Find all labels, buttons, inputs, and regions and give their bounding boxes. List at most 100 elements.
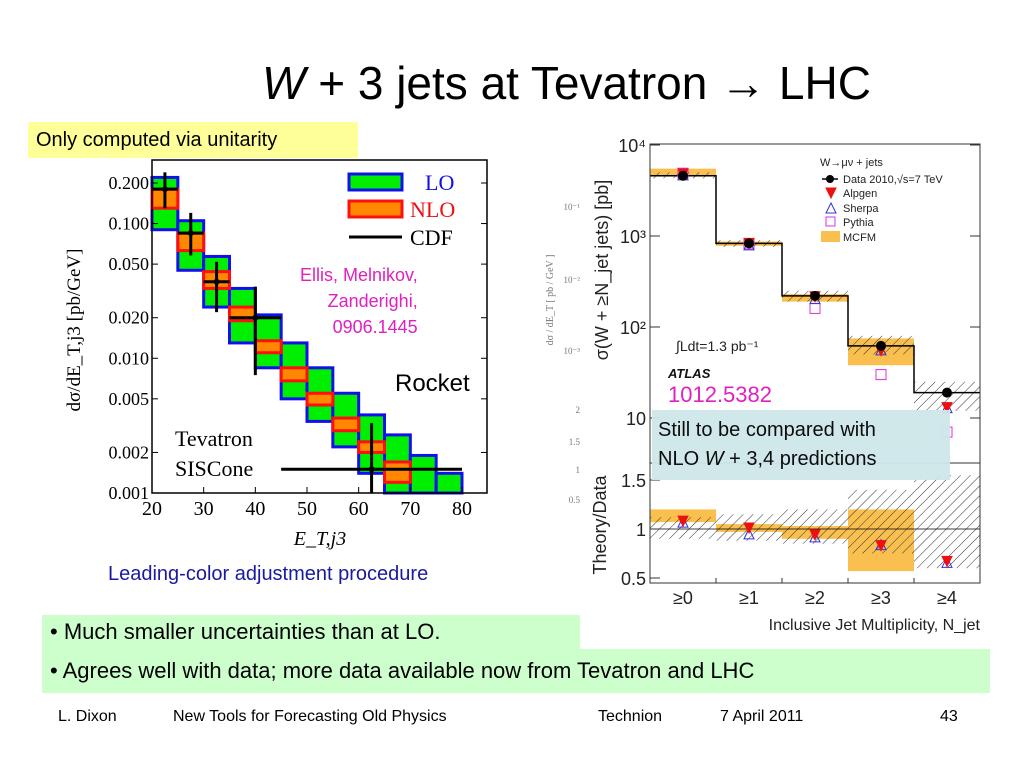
still-rest: + 3,4 predictions	[723, 448, 877, 470]
y-tick-label: 0.010	[109, 348, 150, 368]
cdf-point	[161, 186, 168, 193]
x-tick-label: ≥3	[871, 588, 891, 608]
nlo-band-bar	[253, 339, 283, 355]
unitarity-note: Only computed via unitarity	[28, 122, 358, 158]
legend-nlo-label: NLO	[410, 197, 455, 222]
still-nlo: NLO	[658, 448, 705, 470]
x-tick-label: ≥2	[805, 588, 825, 608]
ratio-tick-label: 1	[636, 520, 646, 540]
siscone-label: SISCone	[175, 456, 253, 481]
x-tick-label: ≥4	[937, 588, 957, 608]
footer-talk: New Tools for Forecasting Old Physics	[173, 708, 447, 725]
lo-band-bar	[434, 471, 464, 495]
legend-pythia-label: Pythia	[843, 217, 874, 229]
right-chart: 10⁻¹ 10⁻² 10⁻³ 2 1.5 1 0.5 dσ / dE_T [ pb / GeV…	[545, 136, 981, 634]
y-tick-label: 0.005	[109, 389, 150, 409]
left-caption: Leading-color adjustment procedure	[108, 563, 429, 585]
x-tick-label: ≥0	[673, 588, 693, 608]
data-point	[942, 387, 952, 398]
nlo-band-bar	[305, 391, 335, 407]
x-tick-label: 40	[245, 498, 265, 520]
ratio-alpgen-marker	[941, 555, 953, 568]
faded-y-label: dσ / dE_T [ pb / GeV ]	[545, 255, 556, 346]
legend-title: W→μν + jets	[820, 157, 883, 169]
x-tick-label: 20	[142, 498, 162, 520]
title-lhc: LHC	[766, 57, 871, 109]
cdf-point	[252, 314, 259, 321]
ratio-alpgen-marker	[743, 522, 755, 535]
data-point	[744, 238, 754, 249]
ratio-data-band	[914, 475, 980, 569]
legend-data-label: Data 2010,√s=7 TeV	[843, 174, 943, 186]
lo-band-bar	[408, 453, 438, 495]
nlo-band-bar	[279, 366, 309, 383]
data-point	[678, 170, 688, 181]
faded-tick-label: 1	[576, 465, 581, 475]
x-axis-label: E_T,j3	[293, 528, 346, 550]
faded-tick-label: 1.5	[569, 437, 581, 447]
ellis-line: Zanderighi,	[327, 291, 418, 311]
y-tick-label: 0.001	[109, 483, 150, 503]
x-tick-label: 60	[349, 498, 369, 520]
cdf-point	[213, 278, 220, 285]
nlo-band-bar	[331, 416, 361, 433]
x-tick-label: 70	[400, 498, 420, 520]
title-w: W	[262, 57, 306, 109]
y-tick-label: 0.050	[109, 254, 150, 274]
ratio-sherpa-marker	[809, 530, 821, 543]
data-point	[810, 290, 820, 301]
x-tick-label: 30	[194, 498, 214, 520]
legend-sherpa-label: Sherpa	[843, 203, 879, 215]
x-axis-label: Inclusive Jet Multiplicity, N_jet	[769, 617, 981, 634]
slide-title: W + 3 jets at Tevatron → LHC	[262, 56, 871, 110]
footer-author: L. Dixon	[58, 708, 117, 725]
ellis-reference: Ellis, Melnikov, Zanderighi, 0906.1445	[300, 262, 418, 340]
ratio-axis-label: Theory/Data	[590, 474, 610, 574]
legend-mcfm-swatch	[821, 231, 840, 242]
ratio-data-band	[650, 517, 716, 539]
faded-tick-label: 10⁻¹	[564, 202, 581, 212]
legend-lo-label: LO	[425, 170, 454, 195]
x-tick-label: ≥1	[739, 588, 759, 608]
cdf-point	[187, 230, 194, 237]
y-tick-label: 0.100	[109, 214, 150, 234]
y-tick-label: 10	[626, 409, 646, 429]
y-axis-label: σ(W + ≥N_jet jets) [pb]	[592, 180, 613, 361]
legend-alpgen-marker	[825, 187, 837, 200]
y-tick-label: 10²	[620, 318, 646, 338]
y-tick-label: 0.200	[109, 173, 150, 193]
still-w: W	[704, 448, 724, 470]
tevatron-label: Tevatron	[175, 426, 253, 451]
legend-lo-swatch	[347, 172, 404, 192]
legend-cdf-label: CDF	[410, 225, 453, 250]
legend-pythia-marker	[825, 216, 836, 227]
pythia-marker	[809, 302, 821, 314]
faded-tick-label: 0.5	[569, 495, 581, 505]
faded-tick-label: 10⁻³	[564, 346, 581, 356]
cdf-point	[368, 466, 375, 473]
legend-nlo-swatch	[347, 199, 404, 219]
ratio-tick-label: 1.5	[621, 471, 646, 491]
ratio-alpgen-marker	[677, 515, 689, 528]
bullet-1: • Much smaller uncertainties than at LO.	[42, 615, 580, 649]
bullet-2: • Agrees well with data; more data avail…	[42, 649, 990, 693]
x-tick-label: 80	[452, 498, 472, 520]
ratio-alpgen-marker	[809, 529, 821, 541]
y-axis-label: dσ/dE_T,j3 [pb/GeV]	[64, 249, 85, 412]
ratio-tick-label: 0.5	[621, 569, 646, 589]
atlas-label: ATLAS	[667, 366, 711, 381]
faded-tick-label: 2	[576, 405, 581, 415]
ellis-line: 0906.1445	[332, 317, 418, 337]
ratio-alpgen-marker	[875, 540, 887, 552]
y-tick-label: 10⁴	[618, 136, 646, 156]
ellis-line: Ellis, Melnikov,	[300, 265, 418, 285]
alpgen-marker	[941, 402, 953, 414]
data-point	[876, 340, 886, 351]
y-tick-label: 10³	[620, 227, 646, 247]
legend-sherpa-marker	[825, 201, 837, 214]
arrow-icon: →	[720, 57, 767, 109]
still-note: Still to be compared with NLO W + 3,4 pr…	[652, 410, 950, 480]
footer-date: 7 April 2011	[720, 708, 804, 725]
title-text: + 3 jets at Tevatron	[305, 57, 721, 109]
